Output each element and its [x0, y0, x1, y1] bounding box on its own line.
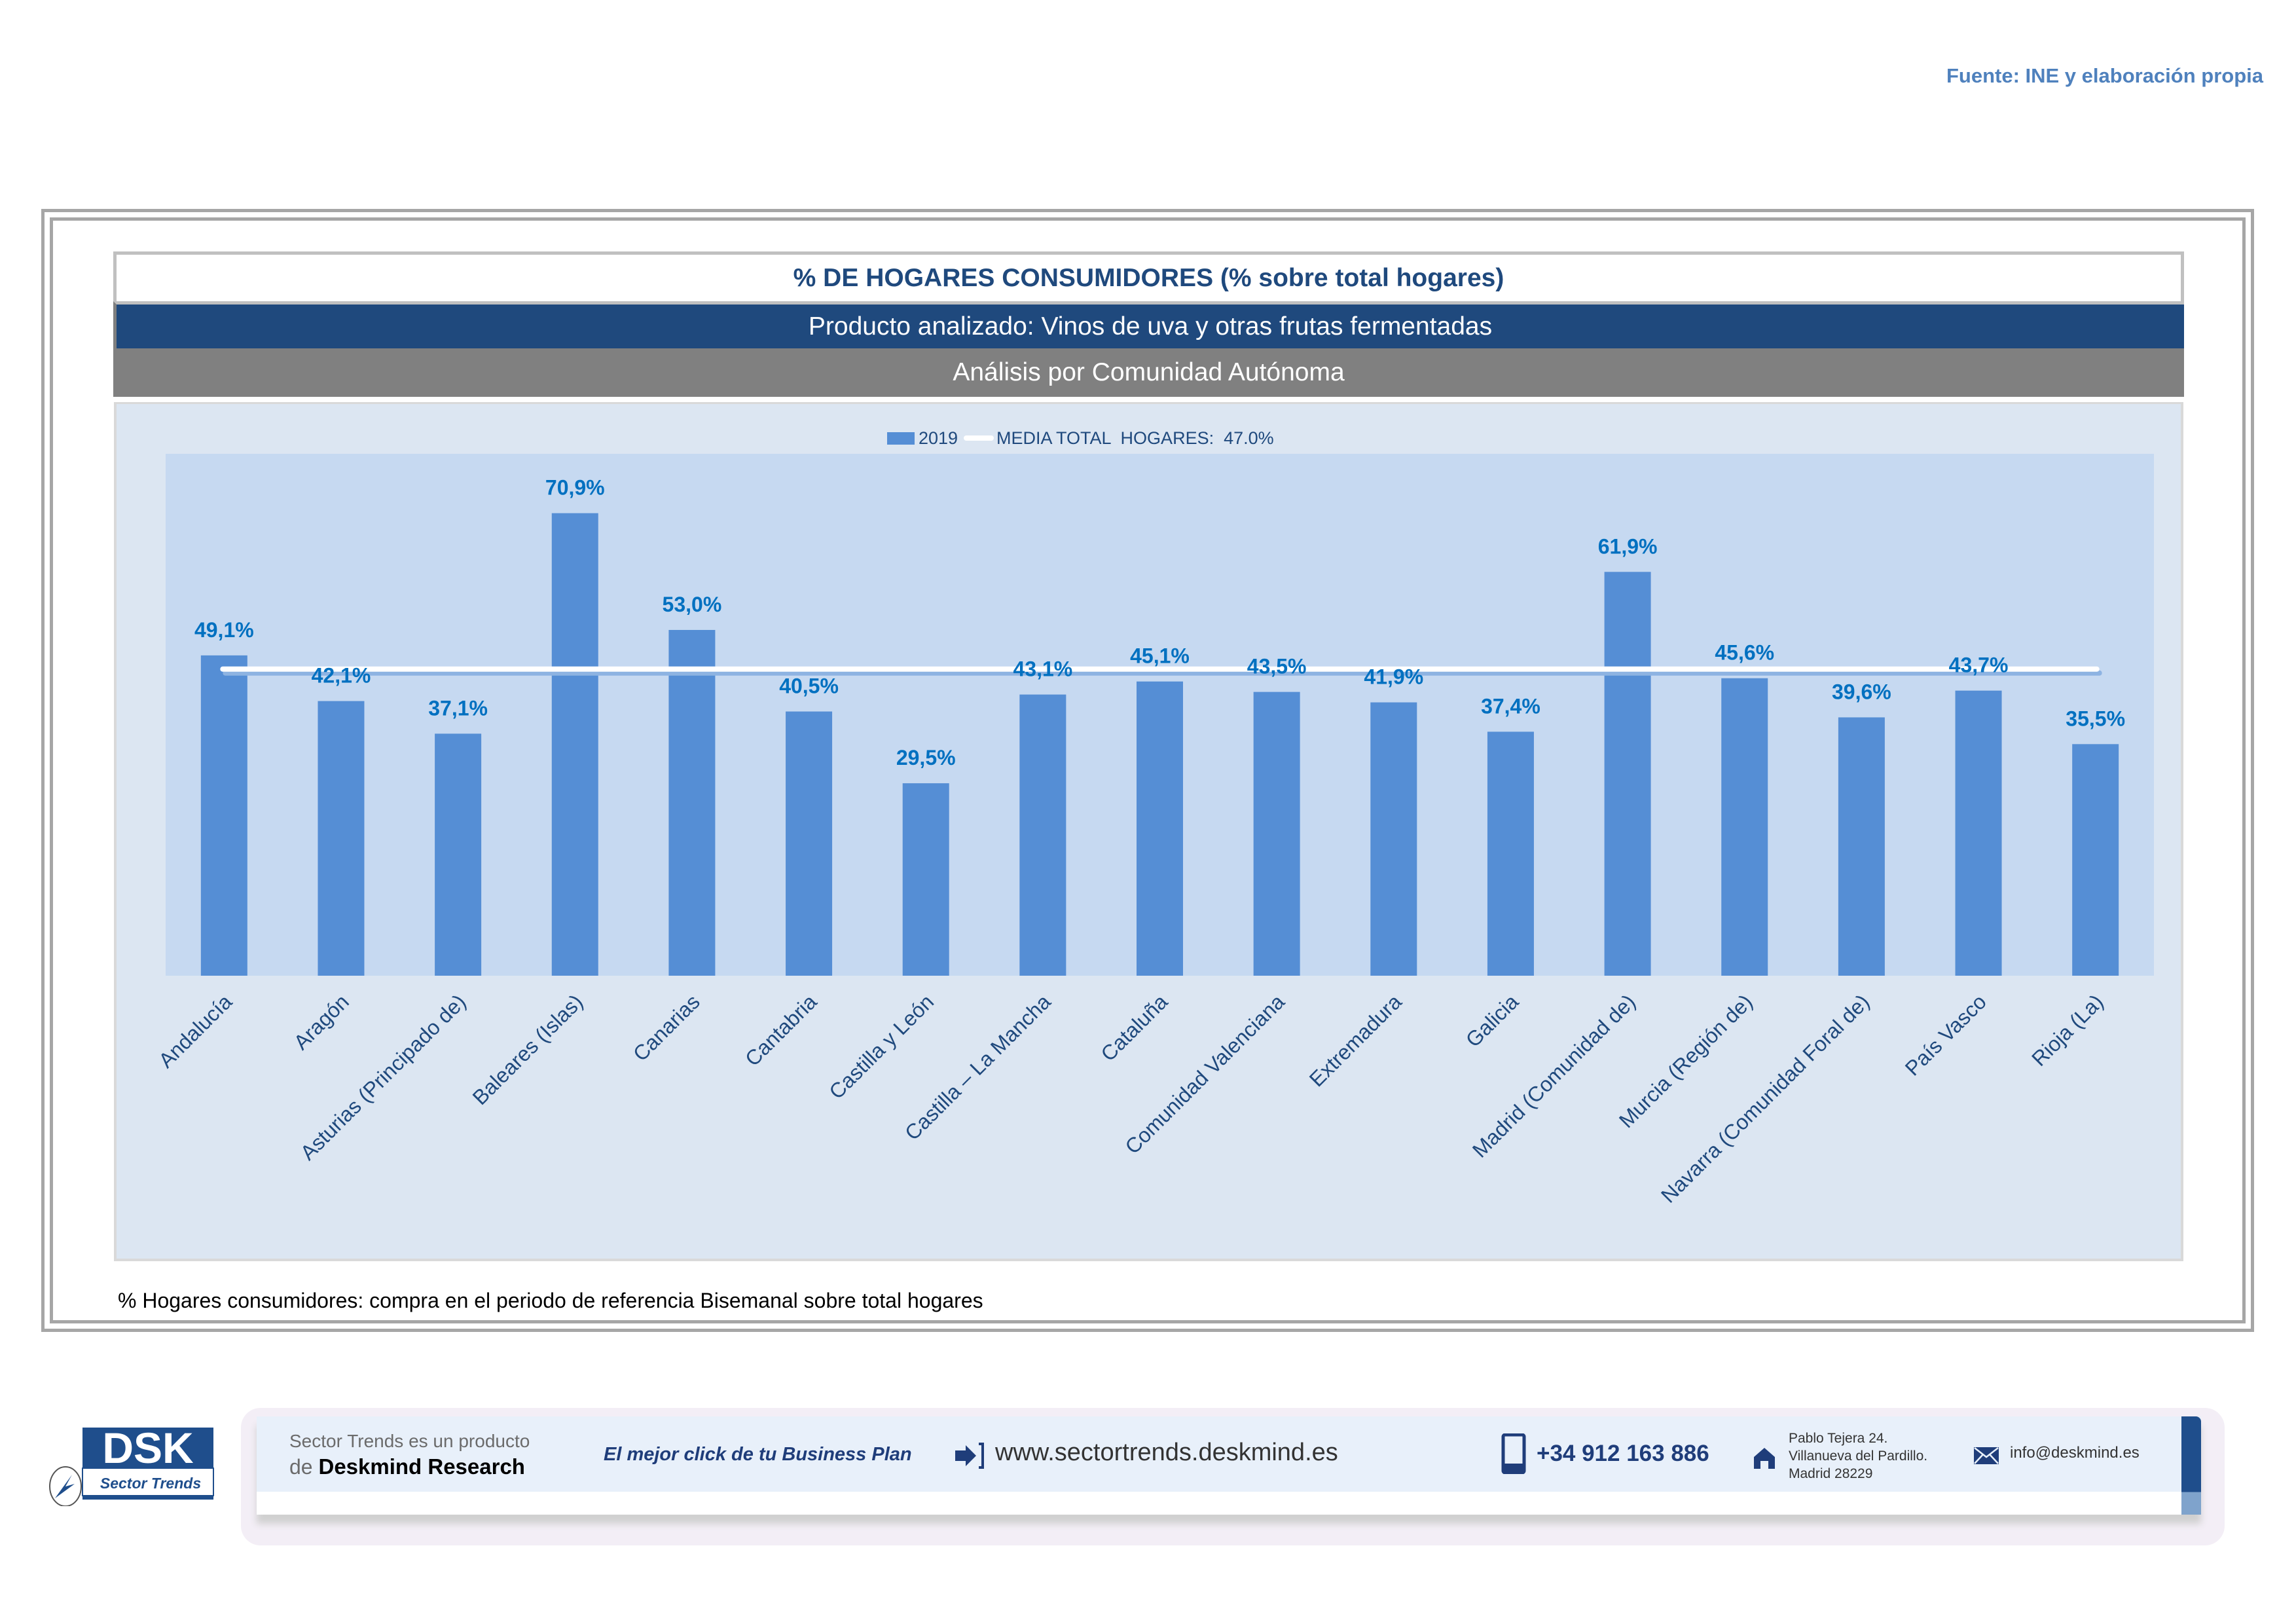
bar: [1137, 681, 1183, 976]
legend-swatch-2019: [887, 432, 915, 445]
website-link[interactable]: www.sectortrends.deskmind.es: [995, 1439, 1338, 1466]
x-axis-label: Andalucía: [154, 989, 236, 1072]
bar: [1019, 694, 1066, 976]
bar: [435, 733, 482, 976]
bar: [551, 513, 598, 976]
x-axis-label: Extremadura: [1305, 989, 1406, 1091]
analysis-banner: Análisis por Comunidad Autónoma: [113, 348, 2184, 397]
bar: [1370, 702, 1417, 976]
data-label: 70,9%: [545, 476, 605, 500]
x-axis-label: Cantabria: [740, 989, 822, 1071]
data-label: 37,4%: [1481, 694, 1540, 718]
mean-line-group: [220, 666, 2102, 676]
x-axis-label: Canarias: [629, 989, 704, 1065]
legend-label-mean: MEDIA TOTAL HOGARES: 47.0%: [996, 428, 1274, 448]
login-arrow-icon: [955, 1443, 984, 1469]
data-label: 61,9%: [1598, 534, 1658, 558]
data-label: 39,6%: [1832, 680, 1891, 703]
data-label: 43,7%: [1949, 654, 2009, 677]
bar: [668, 629, 716, 976]
bar: [786, 711, 833, 976]
legend-label-2019: 2019: [919, 428, 958, 448]
bar: [1604, 572, 1651, 976]
data-label: 37,1%: [428, 696, 488, 720]
x-axis-label: Cataluña: [1096, 989, 1172, 1065]
logo-sub: Sector Trends: [100, 1475, 201, 1492]
data-label: 43,1%: [1013, 657, 1072, 681]
x-axis-label: Baleares (Islas): [468, 989, 588, 1109]
data-label: 40,5%: [779, 674, 839, 698]
home-icon: [1754, 1448, 1775, 1469]
data-label: 35,5%: [2066, 707, 2125, 730]
data-label: 49,1%: [194, 618, 254, 642]
email-link[interactable]: info@deskmind.es: [2010, 1444, 2140, 1462]
x-axis-label: Castilla y León: [824, 989, 938, 1103]
bar: [318, 701, 365, 976]
bar: [1721, 678, 1768, 976]
bar: [902, 783, 949, 976]
bar: [200, 655, 247, 976]
product-line-2: de Deskmind Research: [289, 1454, 525, 1479]
x-axis-label: Aragón: [289, 989, 353, 1054]
data-label: 43,5%: [1247, 655, 1307, 678]
data-label: 45,1%: [1130, 644, 1190, 668]
bar: [1487, 731, 1534, 976]
data-labels: 49,1% 42,1% 37,1% 70,9% 53,0% 40,5% 29,5% 43,1%…: [194, 476, 2125, 769]
footer-banner: Sector Trends es un producto de Deskmind…: [257, 1416, 2201, 1515]
bar: [1253, 692, 1300, 976]
phone-icon: [1501, 1433, 1526, 1474]
data-label: 29,5%: [896, 746, 956, 769]
address: Pablo Tejera 24. Villanueva del Pardillo…: [1789, 1431, 1928, 1481]
bar: [2072, 744, 2119, 976]
phone-number: +34 912 163 886: [1537, 1441, 1709, 1466]
logo-text: DSK: [102, 1424, 194, 1472]
x-axis-label: País Vasco: [1901, 989, 1991, 1080]
slogan: El mejor click de tu Business Plan: [604, 1444, 912, 1465]
bar: [1838, 717, 1885, 976]
x-axis-label: Rioja (La): [2027, 989, 2108, 1071]
x-axis-label: Galicia: [1461, 989, 1523, 1052]
rocket-icon: [55, 1475, 75, 1498]
product-text: Producto analizado: Vinos de uva y otras…: [808, 312, 1493, 341]
data-label: 53,0%: [663, 593, 722, 616]
legend-swatch-mean: [964, 435, 994, 441]
data-label: 41,9%: [1364, 665, 1423, 689]
dsk-logo: DSK Sector Trends: [49, 1424, 214, 1506]
bar-series: [200, 513, 2119, 976]
bar: [1955, 690, 2002, 976]
outer-frame: [41, 209, 2254, 1332]
analysis-text: Análisis por Comunidad Autónoma: [953, 358, 1345, 386]
chart-title: % DE HOGARES CONSUMIDORES (% sobre total…: [113, 251, 2184, 301]
legend: 2019 MEDIA TOTAL HOGARES: 47.0%: [887, 428, 1274, 448]
product-banner: Producto analizado: Vinos de uva y otras…: [113, 301, 2184, 348]
product-line-1: Sector Trends es un producto: [289, 1431, 530, 1451]
brand-name: Deskmind Research: [318, 1454, 525, 1479]
x-axis-label: Navarra (Comunidad Foral de): [1656, 989, 1874, 1207]
footnote: % Hogares consumidores: compra en el per…: [118, 1289, 983, 1312]
source-note: Fuente: INE y elaboración propia: [1946, 64, 2263, 87]
mail-icon: [1974, 1447, 1999, 1464]
data-label: 42,1%: [312, 664, 371, 688]
chart-title-text: % DE HOGARES CONSUMIDORES (% sobre total…: [793, 263, 1504, 292]
data-label: 45,6%: [1715, 641, 1774, 665]
